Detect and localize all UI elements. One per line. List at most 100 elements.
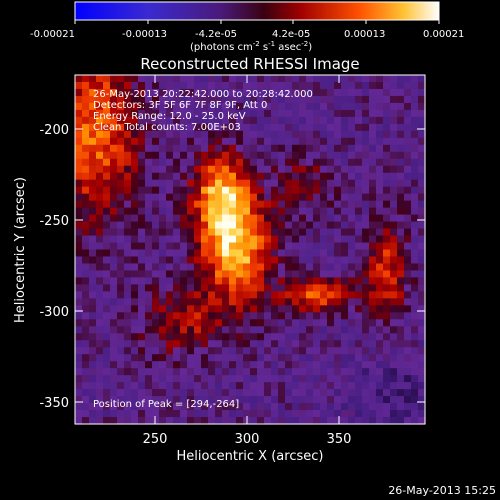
image-pixel <box>124 326 132 334</box>
image-pixel <box>411 375 419 383</box>
image-pixel <box>313 277 321 285</box>
image-pixel <box>215 410 223 418</box>
image-pixel <box>320 263 328 272</box>
image-pixel <box>327 354 335 362</box>
image-pixel <box>334 130 342 139</box>
image-pixel <box>383 375 391 383</box>
image-pixel <box>369 200 377 209</box>
image-pixel <box>285 75 293 83</box>
image-pixel <box>243 186 251 195</box>
image-pixel <box>208 109 216 118</box>
image-pixel <box>285 207 293 216</box>
image-pixel <box>82 375 90 383</box>
image-pixel <box>145 186 153 195</box>
image-pixel <box>131 228 139 237</box>
image-pixel <box>271 312 279 320</box>
image-pixel <box>89 123 97 132</box>
image-pixel <box>320 116 328 125</box>
image-pixel <box>320 228 328 237</box>
image-pixel <box>145 95 153 104</box>
image-pixel <box>390 389 398 397</box>
image-pixel <box>236 75 244 83</box>
image-pixel <box>159 221 167 230</box>
image-pixel <box>215 137 223 146</box>
image-pixel <box>75 235 83 244</box>
image-pixel <box>145 75 153 83</box>
image-pixel <box>355 263 363 272</box>
image-pixel <box>138 270 146 279</box>
image-pixel <box>369 228 377 237</box>
image-pixel <box>173 354 181 362</box>
image-pixel <box>320 340 328 348</box>
image-pixel <box>187 81 195 90</box>
image-pixel <box>96 417 104 425</box>
image-pixel <box>194 116 202 125</box>
image-pixel <box>369 270 377 279</box>
image-pixel <box>173 193 181 202</box>
image-pixel <box>173 214 181 223</box>
image-pixel <box>292 263 300 272</box>
image-pixel <box>159 228 167 237</box>
image-pixel <box>82 151 90 160</box>
image-pixel <box>271 256 279 265</box>
image-pixel <box>369 158 377 167</box>
image-pixel <box>334 137 342 146</box>
image-pixel <box>362 361 370 369</box>
image-pixel <box>103 130 111 139</box>
image-pixel <box>152 326 160 334</box>
image-pixel <box>341 256 349 265</box>
image-pixel <box>194 361 202 369</box>
image-pixel <box>103 116 111 125</box>
image-pixel <box>327 396 335 404</box>
colorbar-tick-label: 4.2e-05 <box>272 29 310 40</box>
image-pixel <box>397 361 405 369</box>
image-pixel <box>103 186 111 195</box>
image-pixel <box>369 368 377 376</box>
image-pixel <box>411 235 419 244</box>
image-pixel <box>173 396 181 404</box>
image-pixel <box>110 158 118 167</box>
image-pixel <box>110 165 118 174</box>
image-pixel <box>341 88 349 97</box>
image-pixel <box>327 144 335 153</box>
image-pixel <box>334 116 342 125</box>
image-pixel <box>404 102 412 111</box>
image-pixel <box>229 102 237 111</box>
image-pixel <box>362 326 370 334</box>
image-pixel <box>299 144 307 153</box>
image-pixel <box>194 389 202 397</box>
image-pixel <box>89 291 97 299</box>
image-pixel <box>159 291 167 299</box>
image-pixel <box>292 228 300 237</box>
image-pixel <box>383 81 391 90</box>
image-pixel <box>173 81 181 90</box>
image-pixel <box>82 270 90 279</box>
image-pixel <box>110 81 118 90</box>
image-pixel <box>89 95 97 104</box>
image-pixel <box>369 214 377 223</box>
image-pixel <box>355 326 363 334</box>
image-pixel <box>159 207 167 216</box>
image-pixel <box>215 403 223 411</box>
image-pixel <box>369 340 377 348</box>
image-pixel <box>152 165 160 174</box>
image-pixel <box>390 95 398 104</box>
image-pixel <box>390 319 398 327</box>
image-pixel <box>264 284 272 292</box>
image-pixel <box>110 144 118 153</box>
image-pixel <box>348 95 356 104</box>
image-pixel <box>362 186 370 195</box>
image-pixel <box>194 144 202 153</box>
image-pixel <box>173 116 181 125</box>
image-pixel <box>187 172 195 181</box>
image-pixel <box>376 116 384 125</box>
image-pixel <box>75 277 83 285</box>
image-pixel <box>397 116 405 125</box>
image-pixel <box>222 165 230 174</box>
image-pixel <box>222 410 230 418</box>
image-pixel <box>292 277 300 285</box>
image-pixel <box>278 81 286 90</box>
image-pixel <box>236 81 244 90</box>
image-pixel <box>208 249 216 258</box>
image-pixel <box>299 410 307 418</box>
